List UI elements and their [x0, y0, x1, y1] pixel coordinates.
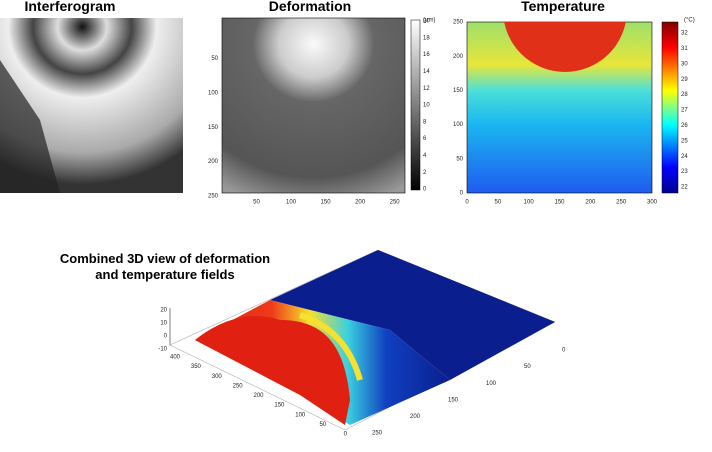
- colorbar-tick-label: 30: [681, 61, 688, 67]
- panel-title: Interferogram: [24, 0, 115, 14]
- x-tick-label: 250: [372, 431, 383, 437]
- colorbar-tick-label: 27: [681, 108, 688, 114]
- colorbar-tick-label: 20: [423, 19, 430, 25]
- colorbar-tick-label: 18: [423, 35, 430, 41]
- colorbar-tick-label: 14: [423, 69, 430, 75]
- y-tick-label: 250: [208, 194, 219, 200]
- y-tick-label: 350: [191, 364, 202, 370]
- panel-title: Temperature: [521, 0, 605, 14]
- y-tick-label: 400: [170, 355, 181, 361]
- y-tick-label: 50: [211, 56, 218, 62]
- x-tick-label: 200: [585, 200, 596, 206]
- x-tick-label: 200: [410, 414, 421, 420]
- y-tick-label: 200: [453, 54, 464, 60]
- x-tick-label: 150: [448, 397, 459, 403]
- x-tick-label: 250: [616, 200, 627, 206]
- colorbar-tick-label: 29: [681, 77, 688, 83]
- x-tick-label: 250: [390, 200, 401, 206]
- z-tick-label: 10: [160, 321, 167, 327]
- colorbar-tick-label: 23: [681, 169, 688, 175]
- colorbar-tick-label: 8: [423, 119, 427, 125]
- y-tick-label: 50: [319, 422, 326, 428]
- z-tick-label: -10: [158, 347, 167, 353]
- hot-spot: [504, 22, 626, 72]
- colorbar-tick-label: 4: [423, 153, 427, 159]
- colorbar-tick-label: 0: [423, 187, 427, 193]
- x-tick-label: 50: [524, 364, 531, 370]
- x-tick-label: 50: [253, 200, 260, 206]
- y-tick-label: 150: [274, 403, 285, 409]
- z-tick-label: 0: [164, 334, 168, 340]
- y-tick-label: 300: [212, 374, 223, 380]
- x-tick-label: 100: [524, 200, 535, 206]
- y-tick-label: 0: [460, 191, 464, 197]
- colorbar-tick-label: 28: [681, 92, 688, 98]
- y-tick-label: 100: [453, 122, 464, 128]
- colorbar-tick-label: 26: [681, 123, 688, 129]
- deformation-image: [221, 17, 406, 194]
- y-tick-label: 100: [208, 90, 219, 96]
- y-tick-label: 150: [208, 125, 219, 131]
- x-tick-label: 100: [486, 381, 497, 387]
- x-tick-label: 50: [494, 200, 501, 206]
- y-tick-label: 0: [344, 432, 348, 438]
- colorbar-tick-label: 16: [423, 52, 430, 58]
- view-title: and temperature fields: [95, 267, 234, 282]
- colorbar-unit: (°C): [684, 18, 695, 24]
- y-tick-label: 250: [233, 383, 244, 389]
- colorbar-tick-label: 2: [423, 170, 427, 176]
- interferogram-dark: [0, 60, 60, 193]
- colorbar-tick-label: 6: [423, 136, 427, 142]
- colorbar: [661, 21, 679, 194]
- z-tick-label: 20: [160, 308, 167, 314]
- x-tick-label: 200: [355, 200, 366, 206]
- y-tick-label: 50: [456, 156, 463, 162]
- panel-title: Deformation: [269, 0, 351, 14]
- colorbar-unit: (μm): [423, 18, 435, 24]
- colorbar-tick-label: 10: [423, 103, 430, 109]
- y-tick-label: 250: [453, 20, 464, 26]
- x-tick-label: 100: [286, 200, 297, 206]
- y-tick-label: 200: [253, 393, 264, 399]
- y-tick-label: 200: [208, 159, 219, 165]
- colorbar-tick-label: 24: [681, 154, 688, 160]
- colorbar-tick-label: 22: [681, 185, 688, 191]
- colorbar-tick-label: 25: [681, 138, 688, 144]
- colorbar: [410, 19, 421, 191]
- colorbar-tick-label: 31: [681, 46, 688, 52]
- surface-3d: [169, 249, 556, 431]
- x-tick-label: 0: [465, 200, 469, 206]
- x-tick-label: 150: [321, 200, 332, 206]
- x-tick-label: 150: [554, 200, 565, 206]
- colorbar-tick-label: 12: [423, 86, 430, 92]
- y-tick-label: 150: [453, 88, 464, 94]
- colorbar-tick-label: 32: [681, 31, 688, 37]
- view-title: Combined 3D view of deformation: [60, 251, 270, 266]
- x-tick-label: 0: [562, 348, 566, 354]
- x-tick-label: 300: [647, 200, 658, 206]
- y-tick-label: 100: [295, 412, 306, 418]
